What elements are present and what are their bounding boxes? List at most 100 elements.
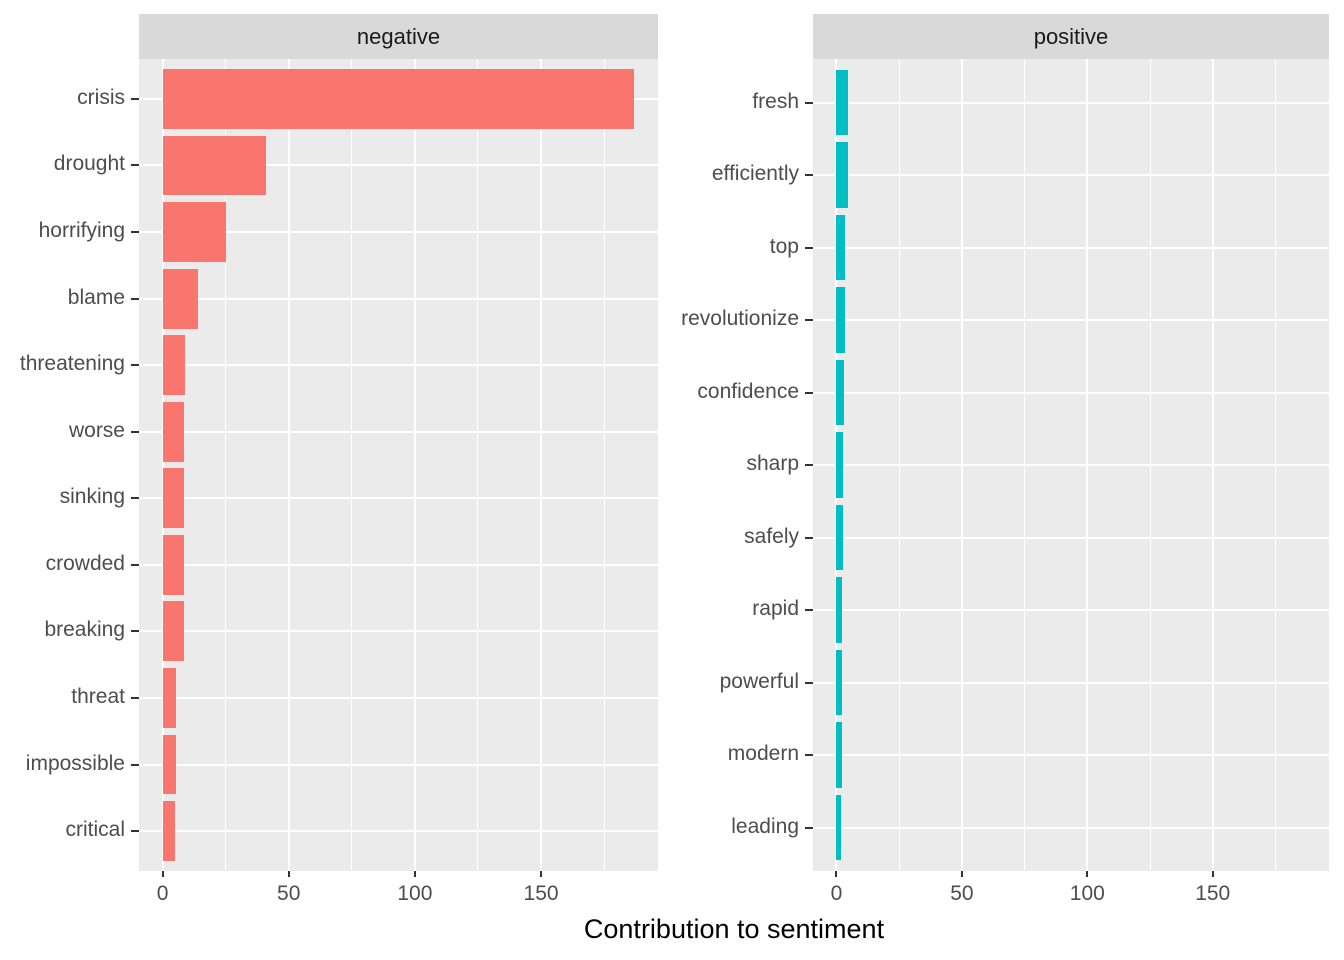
y-axis-label-powerful: powerful — [719, 669, 799, 693]
x-axis-title: Contribution to sentiment — [583, 914, 885, 944]
y-major-gridline — [139, 497, 658, 500]
facet-strip-negative: negative — [139, 14, 658, 59]
facet-strip-label: negative — [356, 23, 441, 49]
y-axis-label-threatening: threatening — [19, 352, 125, 376]
x-major-gridline — [413, 59, 416, 871]
y-axis-label-horrifying: horrifying — [38, 219, 125, 243]
y-major-gridline — [139, 696, 658, 699]
y-axis-label-fresh: fresh — [752, 89, 799, 113]
y-axis-tick — [805, 391, 813, 394]
y-major-gridline — [813, 319, 1329, 321]
y-axis-label-rapid: rapid — [752, 597, 799, 621]
y-axis-tick — [805, 536, 813, 539]
x-axis-tick — [960, 871, 963, 877]
bar-efficiently — [836, 142, 848, 208]
y-major-gridline — [813, 246, 1329, 249]
y-axis-label-leading: leading — [731, 814, 799, 838]
y-axis-tick — [131, 231, 139, 234]
x-axis-tick — [540, 871, 543, 877]
y-axis-label-drought: drought — [53, 152, 125, 176]
y-axis-label-sharp: sharp — [746, 452, 799, 476]
y-major-gridline — [139, 231, 658, 234]
y-major-gridline — [813, 391, 1329, 394]
x-axis-tick — [413, 871, 416, 877]
x-axis-tick — [161, 871, 164, 877]
facet-panel-positive — [813, 59, 1329, 871]
bar-drought — [162, 135, 267, 196]
y-axis-label-blame: blame — [67, 285, 125, 309]
bar-threatening — [162, 335, 186, 396]
y-axis-tick — [131, 763, 139, 766]
x-axis-tick — [287, 871, 290, 877]
y-major-gridline — [813, 174, 1329, 176]
y-axis-tick — [805, 319, 813, 321]
x-axis-tick-label: 100 — [397, 882, 433, 905]
x-axis-tick-label: 150 — [523, 882, 559, 905]
bar-fresh — [836, 69, 848, 136]
x-axis-tick-label: 0 — [830, 882, 843, 905]
x-axis-tick-label: 0 — [156, 882, 169, 905]
y-axis-tick — [805, 246, 813, 249]
y-axis-tick — [131, 630, 139, 633]
y-axis-label-impossible: impossible — [25, 751, 125, 775]
y-major-gridline — [139, 297, 658, 300]
x-major-gridline — [540, 59, 543, 871]
x-axis-tick-label: 50 — [950, 882, 974, 905]
x-minor-gridline — [351, 59, 353, 871]
y-axis-tick — [131, 297, 139, 300]
bar-leading — [836, 794, 842, 861]
y-axis-tick — [805, 754, 813, 756]
bar-safely — [836, 504, 843, 571]
y-major-gridline — [139, 364, 658, 367]
y-axis-label-confidence: confidence — [697, 379, 799, 403]
y-axis-tick — [805, 101, 813, 104]
bar-threat — [162, 668, 176, 728]
bar-breaking — [162, 601, 185, 662]
y-major-gridline — [139, 630, 658, 633]
y-axis-label-breaking: breaking — [44, 618, 125, 642]
x-minor-gridline — [477, 59, 479, 871]
y-axis-tick — [805, 464, 813, 466]
y-major-gridline — [139, 763, 658, 766]
x-major-gridline — [161, 59, 164, 871]
y-axis-tick — [131, 97, 139, 100]
y-axis-tick — [131, 497, 139, 500]
y-axis-label-crowded: crowded — [45, 551, 125, 575]
bar-rapid — [836, 577, 843, 643]
y-axis-tick — [131, 164, 139, 167]
bar-blame — [162, 268, 198, 329]
bar-sinking — [162, 468, 185, 529]
y-axis-tick — [805, 826, 813, 829]
y-axis-label-top: top — [769, 234, 799, 258]
y-major-gridline — [813, 754, 1329, 756]
bar-top — [836, 214, 845, 281]
x-axis-tick — [1086, 871, 1089, 877]
bar-worse — [162, 401, 185, 462]
y-axis-tick — [131, 696, 139, 699]
bar-critical — [162, 801, 176, 861]
bar-horrifying — [162, 202, 226, 262]
facet-strip-label: positive — [1033, 23, 1109, 49]
bar-confidence — [836, 359, 845, 426]
y-axis-tick — [805, 609, 813, 611]
bar-powerful — [836, 649, 842, 716]
y-major-gridline — [139, 830, 658, 833]
facet-strip-positive: positive — [813, 14, 1329, 59]
x-major-gridline — [287, 59, 290, 871]
y-axis-tick — [805, 681, 813, 684]
y-axis-label-efficiently: efficiently — [711, 162, 799, 186]
bar-impossible — [162, 734, 176, 795]
y-major-gridline — [813, 826, 1329, 829]
y-axis-label-modern: modern — [727, 742, 799, 766]
bar-modern — [836, 722, 842, 788]
y-axis-label-worse: worse — [68, 418, 125, 442]
y-major-gridline — [813, 609, 1329, 611]
bar-revolutionize — [836, 287, 845, 353]
y-major-gridline — [813, 101, 1329, 104]
y-major-gridline — [139, 563, 658, 566]
y-axis-label-critical: critical — [65, 818, 125, 842]
y-axis-tick — [805, 174, 813, 176]
x-axis-tick — [835, 871, 838, 877]
y-axis-label-sinking: sinking — [59, 485, 125, 509]
